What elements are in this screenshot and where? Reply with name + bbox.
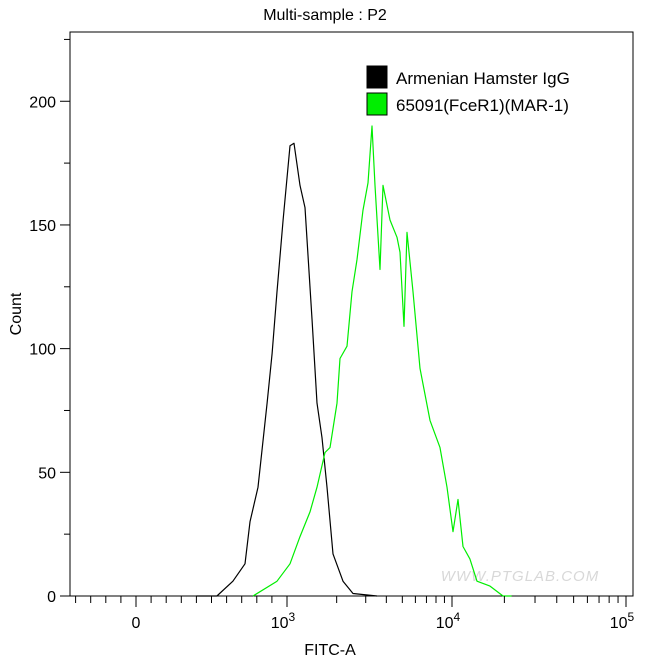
chart-title: Multi-sample : P2 — [263, 7, 387, 24]
legend-label-igg: Armenian Hamster IgG — [396, 69, 570, 88]
legend: Armenian Hamster IgG 65091(FceR1)(MAR-1) — [366, 65, 570, 116]
legend-swatch-igg — [366, 65, 388, 89]
x-axis-label: FITC-A — [304, 642, 356, 659]
watermark: WWW.PTGLAB.COM — [441, 568, 599, 585]
y-tick-label: 50 — [38, 465, 56, 482]
plot-frame — [69, 31, 634, 597]
y-tick-label: 150 — [29, 218, 56, 235]
x-tick-label: 104 — [436, 610, 461, 632]
y-axis-label: Count — [8, 292, 25, 335]
x-axis: 0 103 104 105 — [75, 596, 635, 632]
legend-swatch-mar1 — [366, 92, 388, 116]
x-tick-label: 105 — [610, 610, 635, 632]
x-tick-label: 0 — [132, 615, 141, 632]
series-line-1 — [252, 125, 512, 597]
series-line-0 — [196, 142, 378, 597]
y-axis: 0 50 100 150 200 — [29, 38, 70, 606]
legend-label-mar1: 65091(FceR1)(MAR-1) — [396, 96, 569, 115]
x-tick-label: 103 — [271, 610, 296, 632]
curves — [196, 125, 512, 597]
y-tick-label: 100 — [29, 342, 56, 359]
y-tick-label: 0 — [47, 589, 56, 606]
y-tick-label: 200 — [29, 94, 56, 111]
